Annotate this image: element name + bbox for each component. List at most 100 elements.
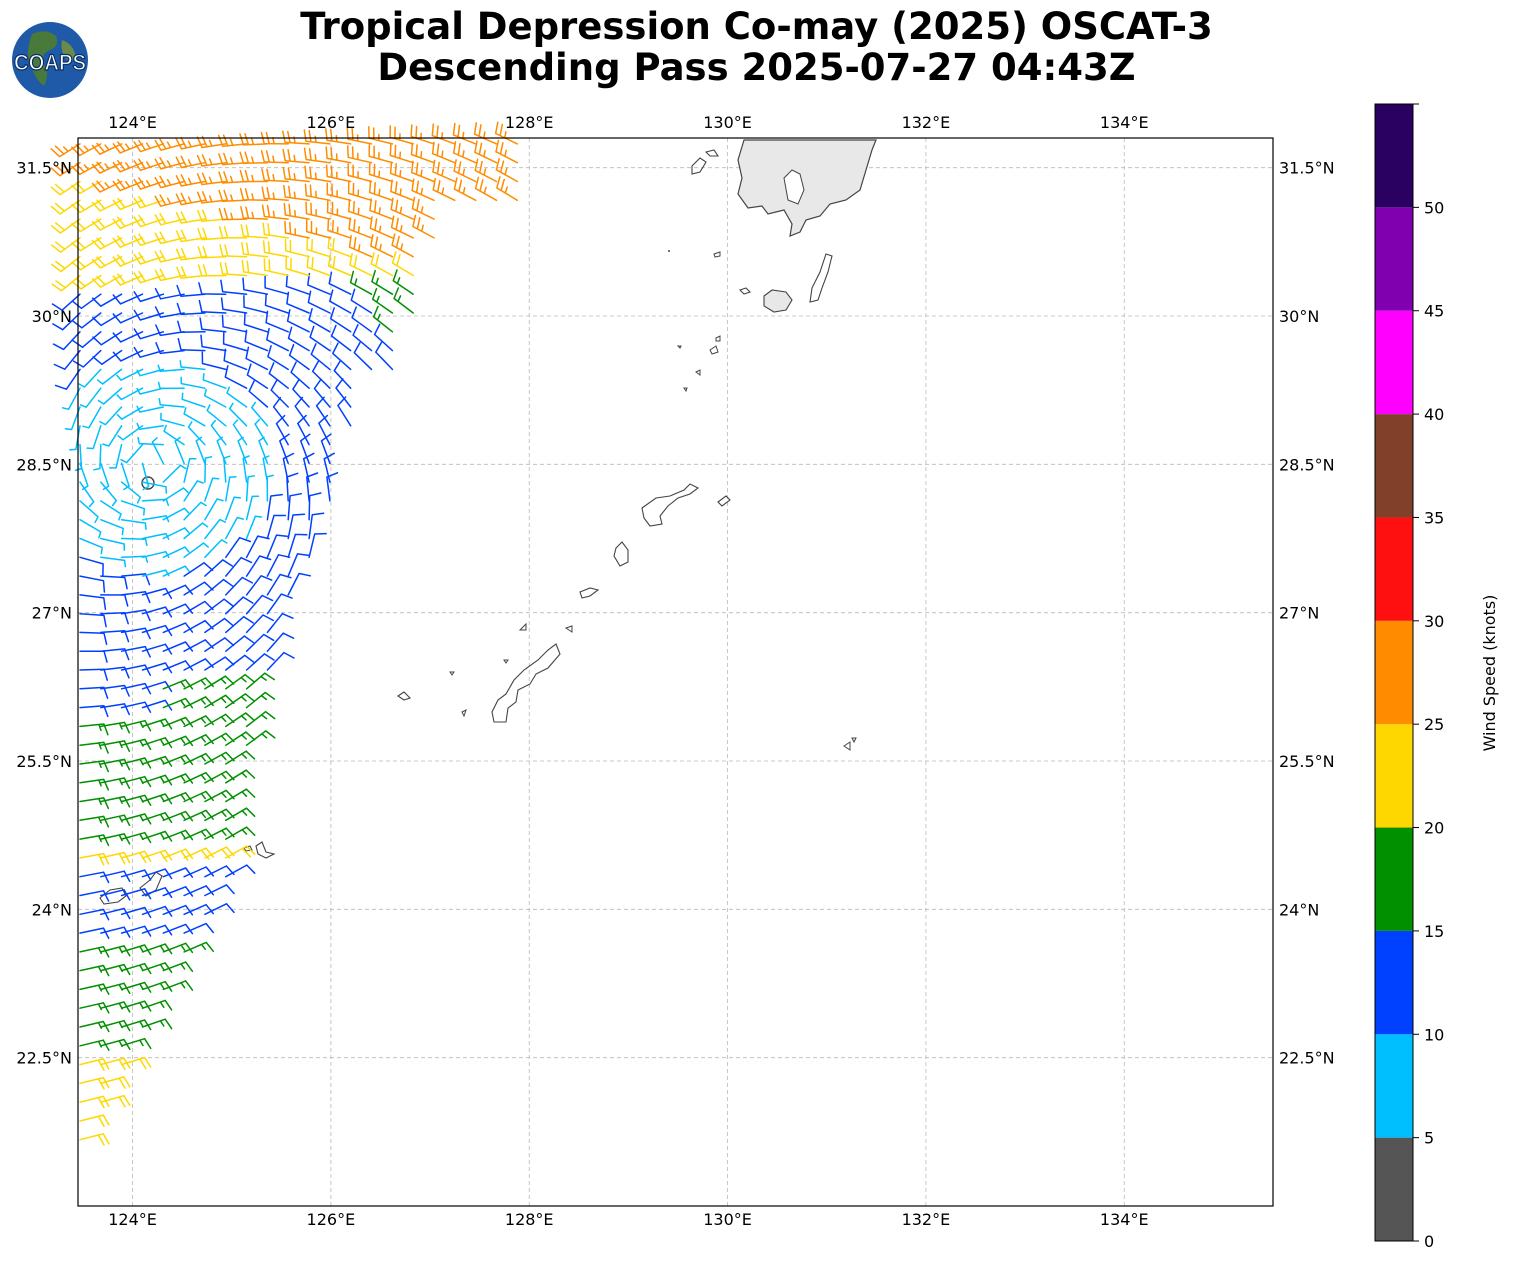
wind-barb (290, 361, 310, 389)
wind-barb (248, 380, 269, 408)
wind-barb (222, 331, 248, 352)
wind-barb (368, 162, 394, 183)
wind-barb (262, 222, 289, 239)
kuchinoerabu (738, 287, 752, 295)
wind-barb (410, 160, 435, 183)
wind-barb (100, 851, 131, 865)
wind-barb (452, 140, 477, 164)
wind-barb (183, 562, 214, 577)
wind-barb (224, 365, 248, 389)
lat-tick-label: 22.5°N (16, 1049, 72, 1068)
wind-barb (179, 360, 206, 371)
colorbar: 0 5 10 15 20 25 30 35 40 45 50 Wind Speed (knots) (1374, 103, 1499, 1251)
wind-barb (162, 679, 194, 690)
colorbar-bin (1375, 104, 1413, 208)
wind-barb (306, 472, 319, 502)
wind-barb (180, 376, 206, 389)
wind-barb (162, 641, 194, 652)
wind-barb (183, 885, 215, 897)
lon-tick-label: 124°E (108, 1210, 157, 1229)
wind-barb (183, 771, 214, 784)
wind-barb (136, 405, 165, 413)
wind-barb (196, 172, 227, 186)
wind-barb (197, 264, 227, 277)
wind-barb (219, 244, 248, 258)
wind-barb (412, 214, 435, 239)
wind-barb (183, 542, 209, 559)
wind-barb (197, 227, 227, 241)
wind-barb (112, 293, 144, 305)
wind-barb (100, 612, 129, 625)
coaps-logo: COAPS (12, 22, 88, 98)
wind-barb (264, 275, 289, 295)
wind-barb (286, 472, 299, 502)
lat-tick-label: 28.5°N (16, 455, 72, 474)
wind-barb (120, 443, 144, 464)
iriomote-island (99, 887, 127, 905)
wind-barb (183, 809, 214, 822)
daito-islands (843, 737, 857, 751)
wind-barb (225, 845, 256, 859)
wind-barb (141, 830, 173, 842)
wind-barb (325, 128, 352, 145)
amami-oshima (641, 483, 700, 527)
wind-barb (371, 287, 394, 314)
wind-barb (78, 368, 102, 388)
wind-barb (175, 136, 206, 150)
wind-barb (266, 573, 292, 596)
tanegashima (809, 253, 833, 303)
wind-barb (99, 406, 123, 426)
wind-barb (283, 202, 310, 220)
wind-barb (112, 312, 144, 324)
wind-barb (112, 216, 144, 230)
wind-barb (352, 324, 373, 352)
wind-barb (245, 475, 255, 502)
lat-tick-label: 25.5°N (16, 752, 72, 771)
wind-barb (79, 650, 108, 663)
lon-tick-label: 130°E (703, 113, 752, 132)
wind-barb (266, 327, 289, 352)
wind-barb (370, 234, 394, 258)
okinawa-main (491, 643, 561, 723)
wind-barb (474, 176, 498, 202)
wind-barb (175, 174, 206, 187)
wind-barb (71, 161, 102, 176)
wind-barb (371, 269, 394, 295)
wind-barb (245, 710, 276, 728)
wind-barb (329, 307, 352, 333)
wind-barb (225, 750, 256, 765)
wind-barb (112, 235, 144, 248)
wind-barb (261, 204, 289, 220)
wind-barb (53, 349, 81, 370)
wind-barb (162, 735, 194, 747)
wind-barb (218, 152, 248, 166)
wind-barb (453, 177, 477, 202)
wind-barb (225, 635, 255, 652)
wind-barb (325, 146, 352, 164)
wind-barb (162, 464, 187, 483)
wind-barb (91, 199, 123, 212)
wind-barb (204, 477, 220, 502)
wind-barb (204, 903, 235, 916)
tonaki (503, 659, 509, 664)
lon-tick-label: 128°E (505, 1210, 554, 1229)
wind-barb (225, 496, 242, 521)
wind-barb (79, 852, 110, 866)
wind-barb (92, 312, 123, 327)
wind-barb (245, 594, 274, 615)
wind-barb (50, 180, 81, 196)
plot-border (77, 137, 1274, 1207)
wind-barb (183, 790, 214, 803)
wind-barb (282, 130, 310, 145)
wind-barb (239, 188, 269, 202)
colorbar-bin (1375, 930, 1413, 1035)
wind-barb (100, 537, 126, 551)
wind-barb (97, 387, 123, 405)
wind-barb (174, 436, 185, 465)
wind-barb (223, 455, 231, 483)
wind-barb (390, 197, 414, 220)
wind-barb (225, 693, 255, 709)
colorbar-tick-label: 20 (1424, 819, 1444, 838)
wind-barb (284, 238, 310, 258)
